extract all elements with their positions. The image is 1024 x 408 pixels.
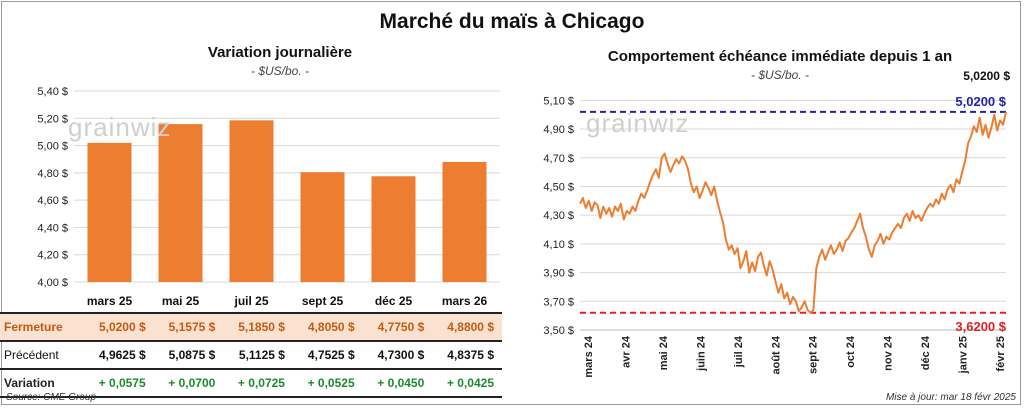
x-tick-label: mai 24 [658,335,670,370]
table-cell: 5,1850 $ [223,312,293,342]
bar [87,142,132,282]
x-tick-label: oct 24 [845,335,857,368]
x-tick-label: mars 24 [583,335,595,377]
watermark-logo-left: grainwiz [68,112,172,142]
table-cell: + 0,0700 [153,368,224,398]
row-label: Variation [0,368,84,398]
y-tick-label: 4,40 $ [37,222,68,234]
table-cell: 4,8375 $ [447,348,494,362]
table-row-variation: Variation + 0,0575 + 0,0700 + 0,0725 + 0… [0,368,502,398]
table-cell: 4,9625 $ [98,348,146,362]
y-tick-label: 5,20 $ [37,113,68,125]
table-row-previous: Précédent 4,9625 $ 5,0875 $ 5,1125 $ 4,7… [0,341,502,369]
y-tick-label: 4,80 $ [37,168,68,180]
x-tick-label: janv 25 [958,336,970,374]
y-tick-label: 3,90 $ [543,268,574,280]
table-cell: 4,8800 $ [432,312,502,342]
y-tick-label: 5,40 $ [37,86,68,98]
x-tick-label: déc 25 [375,294,413,308]
table-cell: 5,1125 $ [238,348,285,362]
update-note: Mise à jour: mar 18 févr 2025 [885,392,1016,403]
table-cell: + 0,0525 [292,368,363,398]
right-chart-title: Comportement échéance immédiate depuis 1… [607,48,953,65]
x-tick-label: juil 24 [733,335,745,368]
contract-table: Fermeture 5,0200 $ 5,1575 $ 5,1850 $ 4,8… [0,312,502,398]
bar [442,161,487,282]
y-tick-label: 5,00 $ [37,141,68,153]
table-cell: + 0,0425 [432,368,502,398]
table-cell: 4,8050 $ [292,312,363,342]
bar-chart: 4,00 $ 4,20 $ 4,40 $ 4,60 $ 4,80 $ 5,00 $ 5,20… [37,86,500,308]
x-tick-label: nov 24 [883,335,895,371]
x-tick-label: sept 24 [808,335,820,374]
y-tick-label: 4,50 $ [543,181,574,193]
x-tick-label: déc 24 [920,335,932,370]
series-line [579,111,1007,314]
bar [229,120,274,282]
table-cell: 5,1575 $ [153,312,224,342]
x-tick-label: mai 25 [162,294,200,308]
page-title: Marché du maïs à Chicago [379,10,645,33]
bar [158,124,203,283]
x-tick-label: févr 25 [995,336,1007,371]
x-tick-label: sept 25 [302,294,344,308]
y-tick-label: 3,70 $ [543,296,574,308]
y-tick-label: 3,50 $ [543,325,574,337]
table-row-close: Fermeture 5,0200 $ 5,1575 $ 5,1850 $ 4,8… [0,312,502,342]
table-cell: 4,7750 $ [362,312,433,342]
left-chart-title: Variation journalière [207,44,353,61]
x-tick-label: avr 24 [620,335,632,368]
y-tick-label: 4,70 $ [543,153,574,165]
table-cell: 4,7300 $ [377,348,425,362]
table-cell: + 0,0725 [223,368,293,398]
table-cell: 4,7525 $ [307,348,355,362]
y-tick-label: 4,30 $ [543,210,574,222]
table-cell: + 0,0450 [362,368,433,398]
x-tick-label: mars 25 [87,294,133,308]
table-cell: 5,0875 $ [168,348,216,362]
row-label: Précédent [4,348,59,362]
table-cell: 5,0200 $ [84,312,154,342]
reference-label-high: 5,0200 $ [955,94,1006,109]
bar [300,172,345,282]
line-chart: 3,50 $ 3,70 $ 3,90 $ 4,10 $ 4,30 $ 4,50 $ 4,70… [543,69,1010,378]
y-tick-label: 4,60 $ [37,195,68,207]
left-chart-unit: - $US/bo. - [250,64,310,78]
bar [371,176,416,282]
reference-label-low: 3,6200 $ [955,319,1006,334]
row-label: Fermeture [0,312,84,342]
last-value-label: 5,0200 $ [963,69,1010,83]
source-note: Source: CME Group [6,392,97,403]
y-tick-label: 4,10 $ [543,239,574,251]
right-chart-unit: - $US/bo. - [750,68,810,82]
watermark-logo-right: grainwiz [586,108,690,138]
y-tick-label: 4,90 $ [543,124,574,136]
x-tick-label: mars 26 [442,294,488,308]
y-tick-label: 4,00 $ [37,277,68,289]
x-tick-label: août 24 [770,335,782,374]
y-tick-label: 4,20 $ [37,250,68,262]
table-cell: + 0,0575 [84,368,154,398]
y-tick-label: 5,10 $ [543,95,574,107]
x-tick-label: juin 24 [695,335,707,372]
x-tick-label: juil 25 [233,294,268,308]
